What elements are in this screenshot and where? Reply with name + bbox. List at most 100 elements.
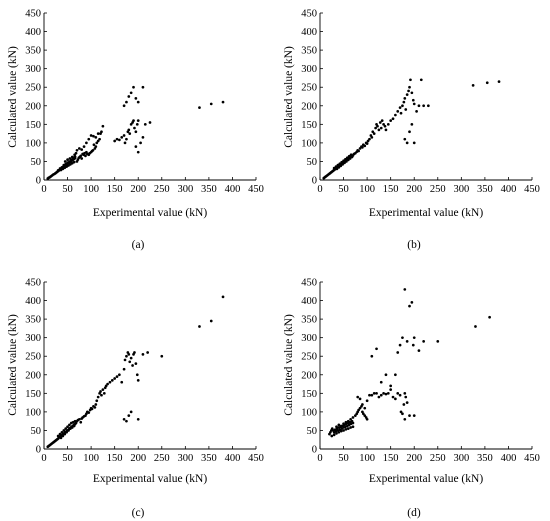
scatter-point xyxy=(56,169,60,172)
scatter-point xyxy=(363,406,367,410)
x-tick-label: 200 xyxy=(130,184,146,195)
scatter-point xyxy=(336,163,340,167)
scatter-point xyxy=(412,141,416,145)
scatter-point xyxy=(371,130,375,134)
scatter-point xyxy=(389,119,393,122)
scatter-point xyxy=(198,325,201,328)
x-tick-label: 300 xyxy=(453,184,469,195)
scatter-point xyxy=(335,432,338,435)
y-tick-label: 350 xyxy=(301,46,317,57)
scatter-point xyxy=(160,354,164,358)
y-tick-label: 300 xyxy=(25,333,41,344)
y-tick-label: 50 xyxy=(31,157,42,168)
scatter-point xyxy=(120,135,124,139)
scatter-point xyxy=(383,124,387,128)
y-tick-label: 400 xyxy=(25,27,41,38)
scatter-panel-c: 0 50 100 150 200 250 300 350 400 450 0 50 100 150 200… xyxy=(7,278,264,520)
panel-label: (d) xyxy=(407,507,421,519)
scatter-point xyxy=(63,432,67,436)
scatter-point xyxy=(384,392,388,396)
scatter-point xyxy=(70,426,74,429)
scatter-points xyxy=(46,295,225,449)
y-tick-label: 50 xyxy=(307,157,318,168)
scatter-point xyxy=(120,380,124,384)
x-tick-label: 250 xyxy=(154,453,170,464)
x-tick-label: 150 xyxy=(107,453,123,464)
scatter-point xyxy=(342,159,345,163)
scatter-point xyxy=(125,137,128,141)
scatter-point xyxy=(375,391,378,395)
y-tick-label: 150 xyxy=(301,120,317,131)
y-tick-label: 300 xyxy=(301,333,317,344)
panel-label: (c) xyxy=(132,507,145,519)
scatter-point xyxy=(382,391,385,395)
y-axis: 0 50 100 150 200 250 300 350 400 450 xyxy=(301,278,323,456)
x-tick-label: 250 xyxy=(154,184,170,195)
x-tick-label: 50 xyxy=(338,453,349,464)
y-tick-label: 400 xyxy=(25,296,41,307)
scatter-point xyxy=(101,388,105,391)
scatter-point xyxy=(346,158,350,162)
scatter-point xyxy=(346,427,350,430)
scatter-point xyxy=(370,354,374,358)
y-axis: 0 50 100 150 200 250 300 350 400 450 xyxy=(301,9,323,187)
x-tick-label: 150 xyxy=(107,184,123,195)
x-tick-label: 0 xyxy=(41,453,46,464)
scatter-point xyxy=(474,325,477,328)
scatter-point xyxy=(348,157,352,160)
x-tick-label: 450 xyxy=(248,184,264,195)
scatter-point xyxy=(125,354,128,358)
scatter-point xyxy=(221,295,225,299)
scatter-point xyxy=(399,111,403,115)
y-tick-label: 300 xyxy=(301,64,317,75)
scatter-point xyxy=(404,395,408,399)
y-tick-label: 150 xyxy=(25,389,41,400)
scatter-point xyxy=(122,104,126,108)
scatter-point xyxy=(96,395,100,399)
scatter-point xyxy=(337,430,341,434)
y-tick-label: 100 xyxy=(301,407,317,418)
scatter-point xyxy=(410,91,414,95)
scatter-point xyxy=(337,166,341,169)
scatter-point xyxy=(403,288,407,291)
scatter-point xyxy=(404,108,408,111)
scatter-point xyxy=(136,100,140,104)
y-tick-label: 200 xyxy=(301,370,317,381)
scatter-point xyxy=(410,301,414,304)
scatter-point xyxy=(403,97,407,100)
y-tick-label: 250 xyxy=(25,83,41,94)
scatter-point xyxy=(136,378,140,382)
scatter-point xyxy=(91,148,95,152)
scatter-point xyxy=(344,157,347,161)
scatter-point xyxy=(403,137,407,141)
scatter-point xyxy=(408,414,411,417)
x-tick-label: 350 xyxy=(477,453,493,464)
scatter-point xyxy=(95,399,99,403)
y-axis-label: Calculated value (kN) xyxy=(7,314,19,416)
scatter-point xyxy=(134,130,138,134)
scatter-point xyxy=(65,430,68,434)
scatter-point xyxy=(68,423,71,427)
y-tick-label: 450 xyxy=(25,9,41,20)
scatter-point xyxy=(409,78,412,82)
scatter-point xyxy=(399,410,403,414)
scatter-point xyxy=(330,434,334,438)
scatter-point xyxy=(108,380,112,384)
scatter-point xyxy=(370,135,374,139)
scatter-point xyxy=(127,414,131,417)
scatter-point xyxy=(344,427,348,431)
y-axis: 0 50 100 150 200 250 300 350 400 450 xyxy=(25,278,47,456)
x-axis: 0 50 100 150 200 250 300 350 400 450 xyxy=(41,446,264,464)
x-tick-label: 300 xyxy=(177,453,193,464)
y-tick-label: 400 xyxy=(301,296,317,307)
x-tick-label: 100 xyxy=(83,453,99,464)
scatter-point xyxy=(77,417,81,421)
scatter-point xyxy=(148,121,152,124)
scatter-point xyxy=(374,126,377,130)
scatter-point xyxy=(82,145,86,148)
scatter-point xyxy=(382,122,385,126)
scatter-point xyxy=(412,336,416,340)
scatter-point xyxy=(122,417,126,421)
y-axis: 0 50 100 150 200 250 300 350 400 450 xyxy=(25,9,47,187)
scatter-point xyxy=(100,393,103,397)
